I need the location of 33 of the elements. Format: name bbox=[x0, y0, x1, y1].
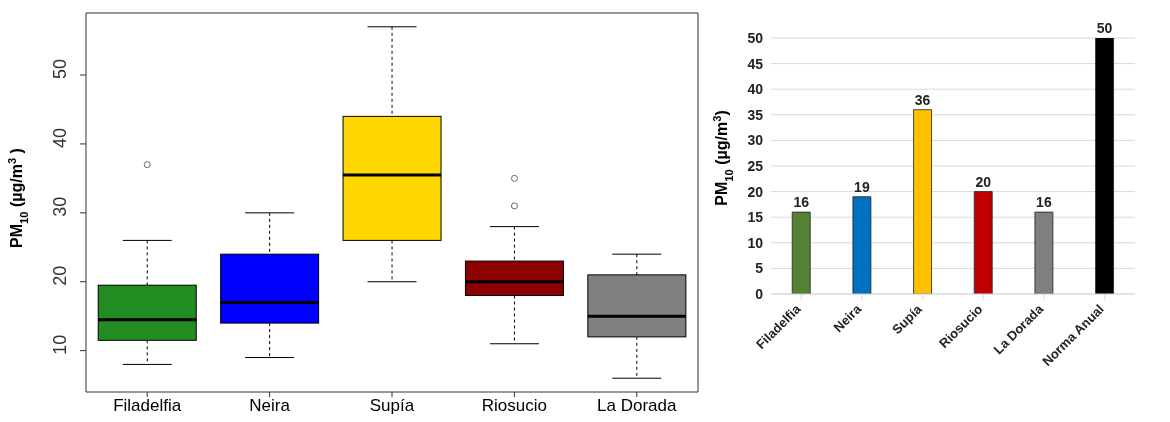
x-tick-label: Supía bbox=[369, 396, 415, 416]
y-tick-label: 40 bbox=[50, 127, 70, 148]
y-tick-label: 20 bbox=[50, 265, 70, 286]
bar bbox=[852, 196, 872, 294]
bar bbox=[1095, 38, 1114, 294]
y-tick-label: 40 bbox=[747, 81, 764, 98]
y-tick-label: 30 bbox=[50, 196, 70, 217]
y-tick-label: 25 bbox=[747, 157, 764, 174]
y-tick-label: 50 bbox=[747, 29, 764, 46]
y-tick-label: 50 bbox=[50, 59, 70, 80]
data-label: 19 bbox=[854, 178, 870, 195]
x-tick-label: Riosucio bbox=[481, 396, 547, 416]
bar bbox=[1034, 211, 1054, 294]
x-tick-label: Neira bbox=[249, 396, 291, 416]
y-tick-label: 10 bbox=[50, 334, 70, 355]
data-label: 36 bbox=[914, 91, 931, 108]
y-tick-label: 20 bbox=[747, 183, 764, 200]
y-tick-label: 45 bbox=[747, 55, 764, 72]
y-tick-label: 35 bbox=[747, 106, 764, 123]
y-tick-label: 10 bbox=[747, 234, 764, 251]
bar bbox=[791, 211, 811, 294]
y-tick-label: 30 bbox=[747, 132, 764, 149]
y-tick-label: 15 bbox=[747, 209, 764, 226]
data-label: 16 bbox=[793, 194, 810, 211]
x-tick-label: La Dorada bbox=[597, 396, 678, 416]
bar bbox=[913, 109, 932, 294]
data-label: 20 bbox=[975, 173, 992, 190]
y-tick-label: 5 bbox=[755, 260, 764, 277]
x-tick-label: Filadelfia bbox=[113, 396, 182, 416]
bar bbox=[973, 191, 993, 294]
data-label: 50 bbox=[1096, 20, 1113, 36]
y-tick-label: 0 bbox=[755, 285, 764, 302]
data-label: 16 bbox=[1036, 194, 1052, 211]
